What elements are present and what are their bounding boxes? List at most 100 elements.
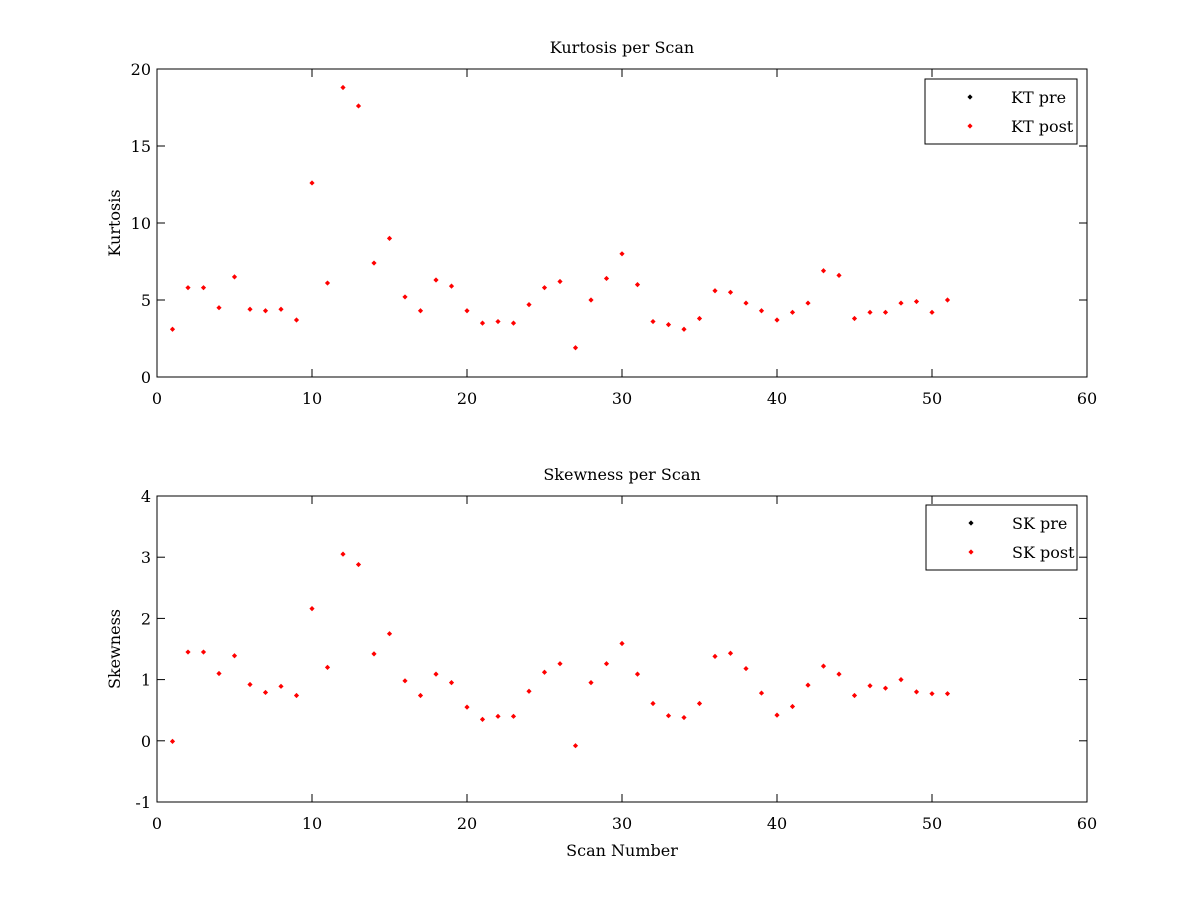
x-tick-label: 10 xyxy=(302,814,322,833)
data-point xyxy=(200,285,207,291)
data-point xyxy=(929,309,935,315)
legend-marker xyxy=(968,549,974,555)
data-point xyxy=(712,288,718,294)
chart-title: Kurtosis per Scan xyxy=(550,38,694,57)
data-point xyxy=(588,680,594,686)
y-tick-label: 4 xyxy=(141,487,151,506)
data-point xyxy=(324,664,331,670)
x-tick-label: 30 xyxy=(612,814,632,833)
data-point xyxy=(603,275,610,282)
legend-marker xyxy=(967,94,973,100)
legend-label: SK pre xyxy=(1012,514,1067,533)
data-point xyxy=(572,743,579,749)
data-point xyxy=(510,320,517,326)
data-point xyxy=(386,235,393,241)
y-tick-label: -1 xyxy=(135,793,151,812)
chart-title: Skewness per Scan xyxy=(543,465,700,484)
data-point xyxy=(355,561,362,568)
data-point xyxy=(433,671,439,677)
data-point xyxy=(774,712,780,718)
data-point xyxy=(464,704,470,710)
data-point xyxy=(712,653,718,659)
legend-box xyxy=(924,78,1078,145)
data-point xyxy=(185,285,191,291)
data-point xyxy=(293,692,300,699)
legend: SK pre SK post xyxy=(925,504,1078,571)
x-tick-label: 60 xyxy=(1077,389,1097,408)
data-point xyxy=(262,689,269,696)
data-point xyxy=(836,671,842,677)
data-point xyxy=(681,326,687,332)
data-point xyxy=(402,678,408,684)
data-point xyxy=(634,671,641,677)
data-point xyxy=(448,680,455,686)
data-point xyxy=(588,297,594,303)
y-tick-label: 0 xyxy=(141,732,151,751)
y-tick-label: 3 xyxy=(141,548,151,567)
data-point xyxy=(231,653,238,659)
data-point xyxy=(851,692,858,699)
data-point xyxy=(402,294,408,300)
x-axis-label: Scan Number xyxy=(566,841,678,860)
data-point xyxy=(743,665,749,672)
data-point xyxy=(882,309,889,315)
data-point xyxy=(309,606,315,612)
y-tick-label: 2 xyxy=(141,609,151,628)
chart-panel-1: 0 10 20 30 40 50 60 0 5 10 15 20 Kurtosis per Scan Ku… xyxy=(105,38,1097,408)
data-point xyxy=(371,651,377,657)
data-point xyxy=(510,713,517,719)
x-tick-label: 60 xyxy=(1077,814,1097,833)
x-tick-label: 10 xyxy=(302,389,322,408)
data-point xyxy=(169,326,176,332)
data-point xyxy=(944,691,951,697)
data-point xyxy=(867,683,873,689)
y-axis-label: Skewness xyxy=(105,609,124,689)
data-point xyxy=(696,315,703,322)
y-tick-label: 15 xyxy=(131,137,151,156)
data-point xyxy=(805,300,811,306)
data-point xyxy=(665,322,672,328)
data-point xyxy=(464,308,470,314)
data-point xyxy=(417,308,424,314)
data-point xyxy=(913,689,920,695)
y-axis-label: Kurtosis xyxy=(105,189,124,256)
data-point xyxy=(479,320,486,326)
legend-box xyxy=(925,504,1078,571)
data-point xyxy=(262,308,269,314)
data-point xyxy=(727,289,734,295)
data-point xyxy=(526,688,532,694)
data-point xyxy=(448,283,455,289)
data-point xyxy=(727,650,734,656)
data-point xyxy=(820,663,827,669)
data-point xyxy=(495,318,501,325)
data-point xyxy=(851,315,858,322)
data-point xyxy=(278,306,284,312)
data-point xyxy=(557,278,563,285)
x-tick-label: 0 xyxy=(152,814,162,833)
y-tick-label: 1 xyxy=(141,671,151,690)
data-point xyxy=(882,685,889,691)
legend-label: KT pre xyxy=(1011,88,1066,107)
data-point xyxy=(774,317,780,323)
data-point xyxy=(541,285,548,291)
x-tick-label: 30 xyxy=(612,389,632,408)
data-point xyxy=(650,700,656,707)
data-point xyxy=(324,280,331,286)
data-point xyxy=(417,692,424,699)
data-point xyxy=(479,716,486,722)
data-point xyxy=(836,272,842,278)
data-point xyxy=(386,631,393,637)
data-point xyxy=(696,700,703,707)
data-point xyxy=(867,309,873,315)
data-point xyxy=(572,345,579,351)
data-point xyxy=(247,306,253,312)
x-tick-label: 50 xyxy=(922,389,942,408)
data-point xyxy=(309,180,315,186)
data-point xyxy=(278,683,284,689)
data-point xyxy=(247,681,253,688)
data-point xyxy=(185,649,191,655)
data-point xyxy=(371,260,377,266)
x-tick-label: 20 xyxy=(457,389,477,408)
